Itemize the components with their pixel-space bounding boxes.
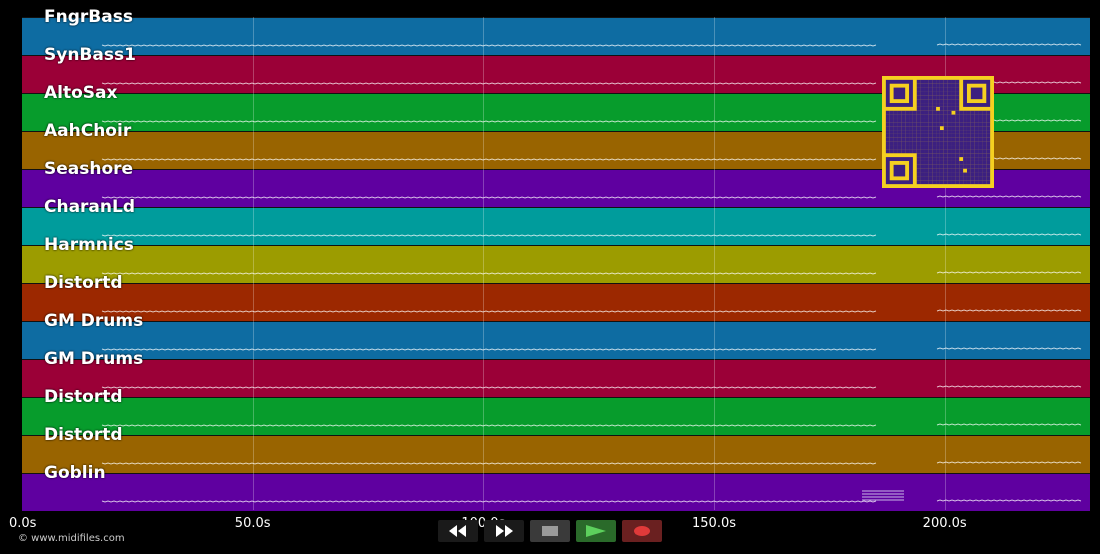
track-name: Seashore (44, 159, 134, 179)
transport-controls (438, 520, 662, 542)
note-strip (101, 347, 1082, 351)
time-tick-label: 150.0s (692, 516, 736, 531)
grid-line (944, 17, 946, 510)
note-strip (101, 461, 1082, 465)
note-strip (101, 499, 1082, 503)
track-name: GM Drums (44, 311, 144, 331)
track-name: Goblin (44, 463, 106, 483)
note-strip (101, 271, 1082, 275)
note-strip (101, 423, 1082, 427)
grid-line (483, 17, 485, 510)
track-lane[interactable] (22, 207, 1090, 245)
track-lane[interactable] (22, 321, 1090, 359)
track-name: Distortd (44, 387, 123, 407)
stop-button[interactable] (530, 520, 570, 542)
time-tick-label: 50.0s (234, 516, 271, 531)
track-name: AltoSax (44, 83, 118, 103)
track-name: GM Drums (44, 349, 144, 369)
track-lane[interactable] (22, 245, 1090, 283)
track-lane[interactable] (22, 435, 1090, 473)
qr-code-icon (882, 76, 994, 188)
track-name: FngrBass (44, 7, 133, 27)
rewind-button[interactable] (438, 520, 478, 542)
rewind-icon (449, 525, 466, 537)
copyright-text: © www.midifiles.com (18, 533, 125, 544)
note-strip (101, 233, 1082, 237)
fast-forward-button[interactable] (484, 520, 524, 542)
record-button[interactable] (622, 520, 662, 542)
track-lane[interactable] (22, 397, 1090, 435)
track-lane[interactable] (22, 283, 1090, 321)
play-icon (586, 525, 606, 537)
time-tick-label: 200.0s (922, 516, 967, 531)
fast-forward-icon (496, 525, 513, 537)
track-name: AahChoir (44, 121, 132, 141)
grid-line (714, 17, 715, 510)
record-icon (634, 526, 650, 536)
stop-icon (542, 526, 558, 536)
note-strip (101, 385, 1082, 389)
track-name: Harmnics (44, 235, 134, 255)
time-tick-label: 0.0s (9, 516, 37, 531)
track-lane[interactable] (22, 359, 1090, 397)
track-lane[interactable] (22, 17, 1090, 55)
track-name: SynBass1 (44, 45, 136, 65)
note-strip (101, 195, 1082, 199)
note-block-icon (862, 490, 904, 501)
track-name: CharanLd (44, 197, 136, 217)
note-strip (101, 309, 1082, 313)
note-strip (101, 43, 1082, 47)
grid-line (252, 17, 254, 510)
track-name: Distortd (44, 273, 123, 293)
track-lane[interactable] (22, 473, 1090, 511)
track-name: Distortd (44, 425, 123, 445)
play-button[interactable] (576, 520, 616, 542)
